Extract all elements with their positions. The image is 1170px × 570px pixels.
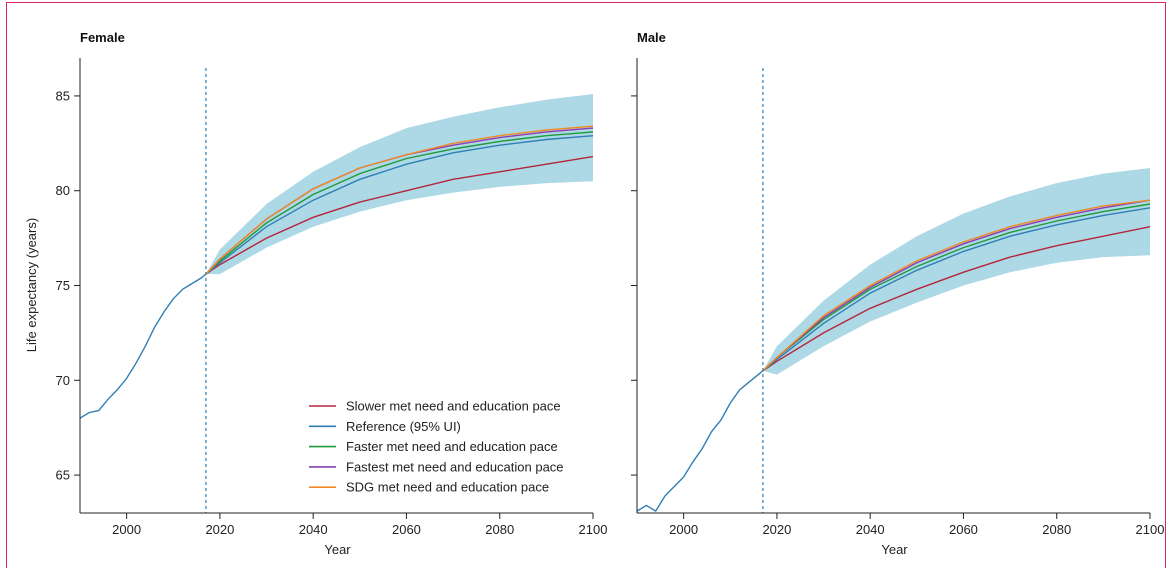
ui-band (205, 94, 593, 275)
history-line (637, 370, 764, 513)
x-axis-title: Year (324, 542, 351, 557)
series-line-faster (205, 131, 594, 275)
x-tick-label: 2020 (762, 522, 791, 537)
legend-label-sdg: SDG met need and education pace (346, 480, 549, 495)
x-tick-label: 2000 (112, 522, 141, 537)
history-line (80, 273, 207, 419)
panel-title: Male (637, 30, 666, 45)
series-line-reference (762, 207, 1151, 372)
y-tick-label: 75 (56, 278, 70, 293)
x-tick-label: 2060 (949, 522, 978, 537)
x-tick-label: 2040 (299, 522, 328, 537)
figure-frame (6, 2, 1166, 568)
series-line-reference (205, 135, 594, 275)
series-line-slower (762, 226, 1151, 372)
series-line-faster (762, 203, 1151, 372)
series-line-sdg (762, 199, 1151, 372)
y-tick-label: 70 (56, 373, 70, 388)
legend-label-faster: Faster met need and education pace (346, 439, 558, 454)
y-tick-label: 85 (56, 88, 70, 103)
x-tick-label: 2020 (205, 522, 234, 537)
legend-label-reference: Reference (95% UI) (346, 419, 461, 434)
x-axis-title: Year (881, 542, 908, 557)
y-tick-label: 80 (56, 183, 70, 198)
x-tick-label: 2040 (856, 522, 885, 537)
legend: Slower met need and education pace Refere… (309, 399, 564, 495)
x-tick-label: 2080 (1042, 522, 1071, 537)
legend-label-fastest: Fastest met need and education pace (346, 459, 564, 474)
x-tick-label: 2080 (485, 522, 514, 537)
x-tick-label: 2060 (392, 522, 421, 537)
panel-male: Male 2000 2020 2040 2060 2080 2100 Year (631, 30, 1164, 557)
x-tick-label: 2100 (1136, 522, 1165, 537)
ui-band (762, 168, 1150, 375)
series-line-sdg (205, 125, 594, 275)
y-tick-label: 65 (56, 468, 70, 483)
series-line-fastest (762, 199, 1151, 372)
series-line-slower (205, 155, 594, 275)
legend-label-slower: Slower met need and education pace (346, 399, 561, 414)
panel-title: Female (80, 30, 125, 45)
x-tick-label: 2000 (669, 522, 698, 537)
panel-female: Female 65 70 75 80 85 2000 2020 2040 2060 2080 2100… (56, 30, 608, 557)
x-tick-label: 2100 (579, 522, 608, 537)
y-axis-title: Life expectancy (years) (24, 218, 39, 352)
